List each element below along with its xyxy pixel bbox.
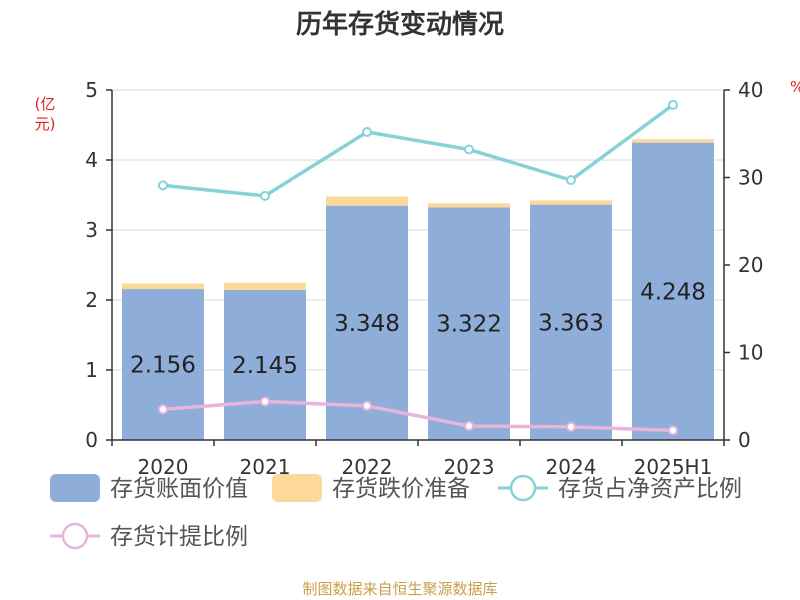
bar-inventory-book-value [428,207,510,440]
series-point [260,396,270,407]
bar-inventory-impairment [122,283,204,290]
legend-label: 存货占净资产比例 [558,476,742,502]
y-left-tick-label: 5 [85,78,98,102]
series-point [260,190,270,201]
series-point [566,175,576,186]
lines [158,99,678,436]
y-right-tick-label: 40 [738,78,763,102]
legend-label: 存货账面价值 [110,476,248,502]
y-right-tick-label: 0 [738,428,751,452]
bar-inventory-book-value [122,289,204,440]
x-tick-label: 2024 [546,455,597,479]
series-point [566,421,576,432]
bar-inventory-book-value [530,204,612,440]
y-right-tick-label: 10 [738,341,763,365]
bar-inventory-book-value [632,142,714,440]
bar-inventory-impairment [530,200,612,205]
series-point [668,425,678,436]
bar-value-label: 3.363 [538,310,604,336]
y-left-tick-label: 0 [85,428,98,452]
bar-value-label: 2.156 [130,353,196,379]
legend-marker [61,522,89,550]
bar-inventory-book-value [224,289,306,440]
series-point [464,421,474,431]
bar-value-label: 3.322 [436,312,502,338]
x-tick-label: 2023 [444,455,495,479]
legend-label: 存货跌价准备 [332,476,470,502]
series-point [362,400,372,411]
series-point [362,127,372,137]
legend-swatch [272,474,322,502]
x-tick-label: 2025H1 [634,455,713,479]
x-tick-label: 2020 [138,455,189,479]
x-tick-label: 2022 [342,455,393,479]
data-source-note: 制图数据来自恒生聚源数据库 [302,580,498,598]
bar-labels: 2.156 2.145 3.348 3.322 3.363 4.248 [130,279,706,379]
grid-lines [112,89,724,371]
series-point [464,144,474,155]
legend-marker [509,474,537,502]
y-left-tick-label: 2 [85,288,98,312]
bar-value-label: 4.248 [640,279,706,305]
series-line [162,399,674,433]
bar-inventory-impairment [632,139,714,143]
y-axis-right-label: % [790,78,800,96]
legend-swatch [50,474,100,502]
legend-label: 存货计提比例 [110,524,248,550]
series-point [668,99,678,110]
series-point [158,404,168,415]
y-axis-left-label: (亿元) [34,95,56,133]
bar-value-label: 3.348 [334,311,400,337]
y-left-tick-label: 1 [85,358,98,382]
y-right-tick-label: 30 [738,166,763,190]
bar-inventory-impairment [428,203,510,208]
y-left-tick-label: 4 [85,148,98,172]
y-left-tick-label: 3 [85,218,98,242]
bar-inventory-impairment [326,196,408,206]
series-point [158,180,168,191]
bars [122,139,714,440]
bar-value-label: 2.145 [232,353,298,379]
chart-title: 历年存货变动情况 [295,10,504,40]
series-line [162,103,675,198]
y-right-tick-label: 20 [738,253,763,277]
bar-inventory-impairment [224,282,306,290]
